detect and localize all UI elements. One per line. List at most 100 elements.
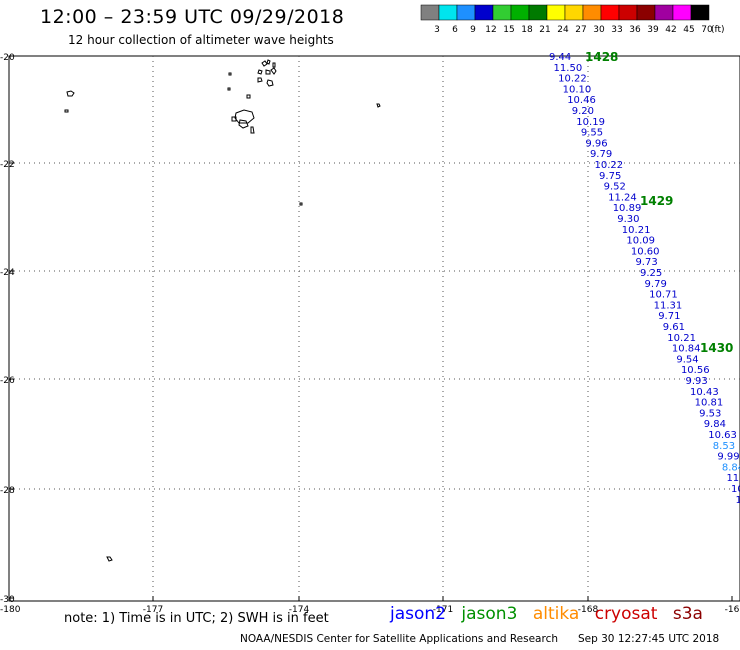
wave-height-value: 11.50 [554, 63, 583, 74]
island-shape [266, 59, 271, 65]
satellite-legend: jason2 jason3 altika cryosat s3a [390, 604, 713, 624]
wave-height-value: 10.21 [667, 333, 696, 344]
altimeter-track: 9.4411.5010.2210.1010.469.2010.199.559.9… [549, 52, 740, 506]
pass-labels: 1428 1429 1430 [585, 50, 733, 355]
wave-height-value: 9.73 [635, 257, 657, 268]
island-shape [250, 126, 255, 134]
color-scale-label: 9 [470, 25, 476, 35]
color-scale-label: 30 [593, 25, 605, 35]
color-scale-label: 36 [629, 25, 641, 35]
wave-height-value: 10.63 [708, 430, 737, 441]
longitude-label: -16 [725, 605, 740, 615]
wave-height-value: 9.55 [581, 128, 603, 139]
island-shape [231, 116, 237, 122]
map-frame [8, 55, 740, 602]
wave-height-value: 10.89 [613, 203, 642, 214]
island-shape [66, 90, 75, 97]
wave-height-value: 9.52 [604, 182, 626, 193]
pass-number-label: 1428 [585, 50, 618, 64]
island-shape [376, 103, 381, 108]
pass-number-label: 1430 [700, 341, 733, 355]
island-shape [257, 77, 263, 83]
wave-height-value: 9.71 [658, 311, 680, 322]
legend-item-jason3: jason3 [461, 604, 518, 624]
color-scale-label: 27 [575, 25, 586, 35]
wave-height-value: 9.93 [686, 376, 708, 387]
footer-credit: NOAA/NESDIS Center for Satellite Applica… [240, 633, 558, 645]
wave-height-value: 9.30 [617, 214, 639, 225]
island-shape [261, 60, 268, 67]
color-swatch [690, 4, 710, 21]
island-shape [246, 94, 251, 99]
longitude-label: -174 [289, 605, 310, 615]
longitude-labels: -180 -177 -174 -171 -168 -16 [0, 596, 740, 615]
color-scale-label: 6 [452, 25, 458, 35]
wave-height-value: 9.44 [549, 52, 571, 63]
latitude-label: -26 [0, 376, 15, 386]
wave-height-value: 9.99 [717, 452, 739, 463]
pass-number-label: 1429 [640, 194, 673, 208]
color-scale-label: 45 [683, 25, 694, 35]
wave-height-value: 9.79 [590, 149, 612, 160]
island-outlines [64, 59, 381, 562]
graticule [9, 56, 740, 601]
notes-text: note: 1) Time is in UTC; 2) SWH is in fe… [64, 611, 329, 626]
wave-height-value: 11.24 [608, 192, 637, 203]
wave-height-value: 9.79 [645, 279, 667, 290]
island-shape [270, 67, 277, 75]
wave-height-value: 9.20 [572, 106, 594, 117]
latitude-label: -30 [0, 595, 15, 605]
longitude-label: -177 [143, 605, 163, 615]
color-scale-label: 21 [539, 25, 550, 35]
island-shape [265, 69, 271, 75]
wave-height-value: 10.46 [567, 95, 596, 106]
wave-height-value: 10.19 [576, 117, 605, 128]
wave-height-value: 11.3 [736, 495, 740, 506]
page-title: 12:00 – 23:59 UTC 09/29/2018 [40, 6, 345, 28]
wave-height-value: 10.60 [631, 246, 660, 257]
wave-height-value: 9.53 [699, 408, 721, 419]
wave-height-value: 10.56 [681, 365, 710, 376]
island-shape [106, 556, 113, 562]
color-scale-unit: (ft) [711, 25, 725, 35]
color-scale: 3 6 9 12 15 18 21 24 27 30 33 36 39 42 45 70(ft) [420, 4, 725, 35]
color-scale-label: 18 [521, 25, 533, 35]
latitude-label: -24 [0, 268, 15, 278]
longitude-label: -180 [0, 605, 21, 615]
color-scale-label: 42 [665, 25, 676, 35]
color-scale-label: 12 [485, 25, 496, 35]
wave-height-value: 9.54 [676, 354, 698, 365]
latitude-labels: -20 -22 -24 -26 -28 -30 [0, 53, 15, 605]
island-shape [266, 79, 274, 87]
wave-height-value: 10.21 [622, 225, 651, 236]
latitude-label: -28 [0, 486, 15, 496]
longitude-label: -168 [578, 605, 599, 615]
wave-height-value: 11.40 [726, 473, 740, 484]
island-shape [64, 109, 69, 113]
wave-height-value: 9.84 [704, 419, 726, 430]
island-shape [299, 202, 303, 206]
color-scale-label: 3 [434, 25, 440, 35]
color-scale-label: 33 [611, 25, 622, 35]
wave-height-value: 10.22 [558, 74, 587, 85]
footer-timestamp: Sep 30 12:27:45 UTC 2018 [578, 633, 720, 645]
color-scale-label: 70 [701, 25, 713, 35]
color-scale-label: 39 [647, 25, 659, 35]
wave-height-value: 11.31 [654, 300, 683, 311]
island-shape [228, 72, 232, 76]
wave-height-value: 10.84 [672, 344, 701, 355]
island-shape [257, 69, 263, 75]
legend-item-jason2: jason2 [390, 604, 446, 624]
footer: NOAA/NESDIS Center for Satellite Applica… [240, 633, 719, 645]
wave-height-value: 8.84 [722, 462, 740, 473]
wave-height-value: 10.10 [563, 84, 592, 95]
wave-height-value: 9.75 [599, 171, 621, 182]
wave-height-value: 10.81 [695, 398, 724, 409]
legend-item-altika: altika [532, 604, 580, 624]
wave-height-value: 9.61 [663, 322, 685, 333]
wave-height-value: 10.22 [595, 160, 624, 171]
longitude-label: -171 [433, 605, 453, 615]
wave-height-value: 8.53 [713, 441, 735, 452]
color-scale-label: 15 [503, 25, 514, 35]
